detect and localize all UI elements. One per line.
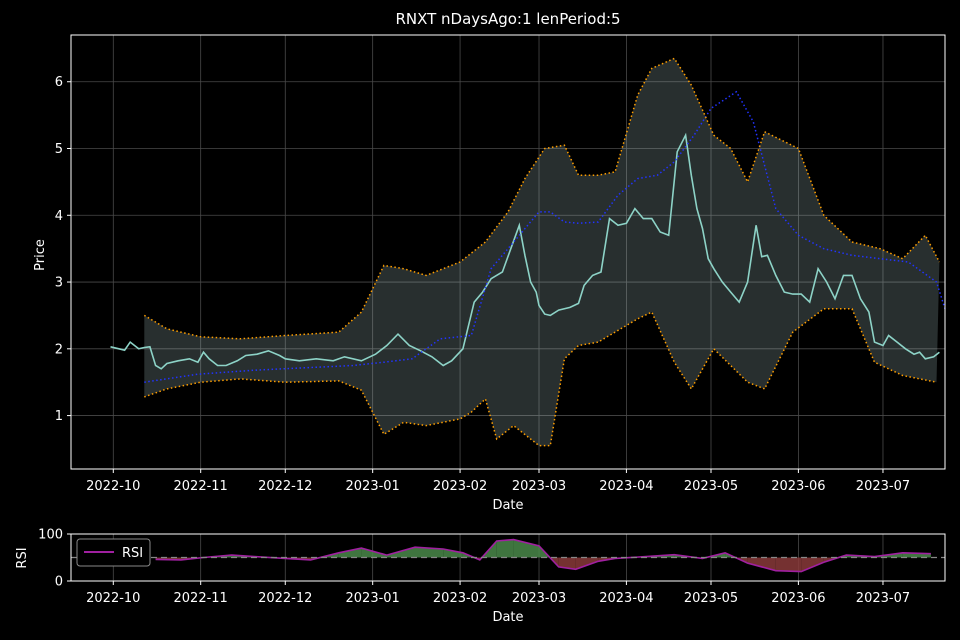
main-y-tick-label: 4 <box>55 209 63 224</box>
rsi-x-tick-label: 2023-06 <box>771 591 825 606</box>
rsi-y-tick-label: 100 <box>38 528 63 543</box>
main-x-axis-label: Date <box>492 498 523 513</box>
rsi-series-group <box>71 538 945 573</box>
main-series-group <box>110 57 946 447</box>
rsi-x-axis-label: Date <box>492 610 523 625</box>
moving-average-line <box>144 90 946 383</box>
rsi-x-tick-label: 2023-02 <box>433 591 487 606</box>
rsi-overbought-fill <box>496 539 514 558</box>
rsi-overbought-fill <box>513 539 539 558</box>
rsi-legend: RSI <box>76 538 151 567</box>
rsi-x-tick-label: 2023-04 <box>599 591 653 606</box>
rsi-x-tick-label: 2022-10 <box>86 591 140 606</box>
rsi-x-tick-label: 2023-07 <box>856 591 910 606</box>
rsi-y-axis-label: RSI <box>15 547 30 568</box>
rsi-x-tick-label: 2023-01 <box>346 591 400 606</box>
main-x-tick-label: 2022-10 <box>86 479 140 494</box>
main-axes-frame <box>70 34 946 470</box>
rsi-oversold-fill <box>558 557 576 570</box>
rsi-axes-frame <box>70 533 946 582</box>
main-gridlines <box>71 35 945 469</box>
rsi-x-tick-label: 2023-03 <box>512 591 566 606</box>
rsi-oversold-fill <box>747 557 776 571</box>
main-x-tick-label: 2023-02 <box>433 479 487 494</box>
upper-band-line <box>143 57 941 340</box>
main-x-tick-label: 2022-12 <box>258 479 312 494</box>
main-y-tick-label: 5 <box>55 142 63 157</box>
rsi-y-tick-label: 0 <box>55 575 63 590</box>
main-x-tick-label: 2023-01 <box>346 479 400 494</box>
main-x-tick-label: 2023-06 <box>771 479 825 494</box>
rsi-x-tick-labels: 2022-10 2022-11 2022-12 2023-01 2023-02 2023-… <box>86 581 910 606</box>
main-x-tick-label: 2023-04 <box>599 479 653 494</box>
chart-title: RNXT nDaysAgo:1 lenPeriod:5 <box>395 10 620 28</box>
main-y-axis-label: Price <box>33 239 48 271</box>
rsi-legend-label: RSI <box>122 546 143 561</box>
main-y-tick-label: 2 <box>55 342 63 357</box>
price-line <box>110 132 940 370</box>
rsi-overbought-fill <box>338 548 362 558</box>
main-x-tick-labels: 2022-10 2022-11 2022-12 2023-01 2023-02 2023-… <box>86 469 910 494</box>
main-x-tick-label: 2023-07 <box>856 479 910 494</box>
main-y-tick-labels: 1 2 3 4 5 6 <box>55 75 71 424</box>
rsi-x-tick-label: 2022-11 <box>174 591 228 606</box>
rsi-overbought-fill <box>415 547 444 558</box>
main-y-tick-label: 1 <box>55 409 63 424</box>
main-y-tick-label: 3 <box>55 276 63 291</box>
rsi-oversold-fill <box>775 557 802 572</box>
rsi-y-tick-labels: 0 100 <box>38 528 71 590</box>
rsi-x-tick-label: 2023-05 <box>684 591 738 606</box>
rsi-overbought-fill <box>443 549 463 558</box>
main-x-tick-label: 2023-03 <box>512 479 566 494</box>
rsi-oversold-fill <box>575 557 599 570</box>
main-y-tick-label: 6 <box>55 75 63 90</box>
rsi-line <box>155 538 931 573</box>
lower-band-line <box>144 308 937 447</box>
main-x-tick-label: 2022-11 <box>174 479 228 494</box>
rsi-oversold-fill <box>801 557 824 572</box>
rsi-x-tick-label: 2022-12 <box>258 591 312 606</box>
main-x-tick-label: 2023-05 <box>684 479 738 494</box>
band-fill-area <box>144 58 940 446</box>
